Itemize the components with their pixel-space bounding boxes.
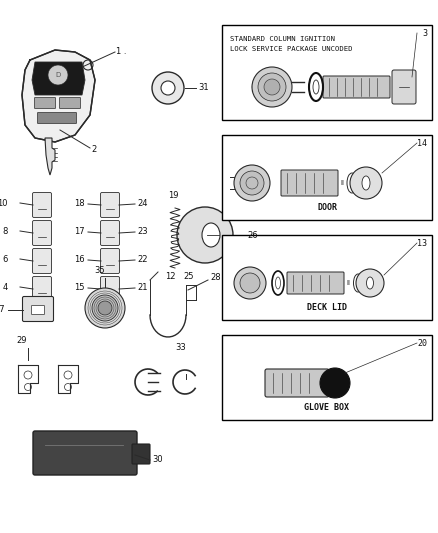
FancyBboxPatch shape [32, 248, 52, 273]
Circle shape [152, 72, 184, 104]
FancyBboxPatch shape [392, 70, 416, 104]
Bar [222, 135, 432, 220]
FancyBboxPatch shape [281, 170, 338, 196]
FancyBboxPatch shape [100, 192, 120, 217]
Polygon shape [45, 138, 55, 175]
Circle shape [85, 288, 125, 328]
FancyBboxPatch shape [100, 277, 120, 302]
Circle shape [350, 167, 382, 199]
Circle shape [264, 79, 280, 95]
FancyBboxPatch shape [32, 277, 52, 302]
Circle shape [98, 301, 112, 315]
Text: 28: 28 [210, 273, 221, 282]
Text: 35: 35 [95, 266, 105, 275]
Text: 22: 22 [137, 255, 148, 264]
FancyBboxPatch shape [38, 112, 77, 124]
Ellipse shape [309, 73, 323, 101]
Text: 27: 27 [0, 305, 5, 314]
Ellipse shape [202, 223, 220, 247]
Text: DECK LID: DECK LID [307, 303, 347, 312]
Circle shape [320, 368, 350, 398]
Bar [222, 235, 432, 320]
Circle shape [92, 295, 118, 321]
Text: 25: 25 [183, 272, 194, 281]
Text: 16: 16 [74, 255, 85, 264]
Text: 18: 18 [74, 199, 85, 208]
Ellipse shape [276, 277, 280, 289]
Text: DOOR: DOOR [317, 204, 337, 213]
Polygon shape [22, 50, 95, 142]
Ellipse shape [362, 176, 370, 190]
FancyBboxPatch shape [33, 431, 137, 475]
Text: 15: 15 [74, 284, 85, 293]
Circle shape [177, 207, 233, 263]
Text: 19: 19 [168, 190, 179, 199]
FancyBboxPatch shape [100, 248, 120, 273]
Bar [222, 335, 432, 420]
FancyBboxPatch shape [323, 76, 390, 98]
FancyBboxPatch shape [287, 272, 344, 294]
Ellipse shape [272, 271, 284, 295]
Text: STANDARD COLUMN IGNITION: STANDARD COLUMN IGNITION [230, 36, 335, 42]
Text: 4: 4 [3, 282, 8, 292]
Text: 30: 30 [152, 456, 162, 464]
Text: 21: 21 [137, 284, 148, 293]
Text: 2: 2 [91, 146, 96, 155]
Text: 29: 29 [17, 336, 27, 345]
Text: 23: 23 [137, 228, 148, 237]
Text: 13: 13 [417, 238, 427, 247]
FancyBboxPatch shape [60, 98, 81, 109]
Text: 26: 26 [247, 230, 258, 239]
Ellipse shape [347, 173, 357, 193]
FancyBboxPatch shape [32, 221, 52, 246]
Ellipse shape [353, 274, 363, 292]
Text: 33: 33 [176, 343, 187, 352]
FancyBboxPatch shape [32, 192, 52, 217]
Text: II: II [346, 280, 350, 286]
Circle shape [356, 269, 384, 297]
FancyBboxPatch shape [35, 98, 56, 109]
Text: 10: 10 [0, 198, 8, 207]
FancyBboxPatch shape [100, 221, 120, 246]
Circle shape [258, 73, 286, 101]
Text: 12: 12 [165, 272, 175, 281]
Circle shape [48, 65, 68, 85]
Circle shape [240, 171, 264, 195]
Text: 1 .: 1 . [116, 47, 127, 56]
Circle shape [240, 273, 260, 293]
Text: LOCK SERVICE PACKAGE UNCODED: LOCK SERVICE PACKAGE UNCODED [230, 46, 353, 52]
FancyBboxPatch shape [22, 296, 53, 321]
Text: GLOVE BOX: GLOVE BOX [304, 403, 350, 413]
Ellipse shape [367, 277, 374, 289]
Ellipse shape [313, 80, 319, 94]
Text: 8: 8 [3, 227, 8, 236]
Text: 20: 20 [417, 338, 427, 348]
Circle shape [161, 81, 175, 95]
Text: 24: 24 [137, 199, 148, 208]
Circle shape [252, 67, 292, 107]
Circle shape [234, 267, 266, 299]
Text: 6: 6 [3, 254, 8, 263]
Circle shape [234, 165, 270, 201]
Bar [222, 25, 432, 120]
Polygon shape [32, 62, 85, 95]
FancyBboxPatch shape [132, 444, 150, 464]
Text: 3: 3 [422, 28, 427, 37]
Text: 14: 14 [417, 139, 427, 148]
FancyBboxPatch shape [32, 305, 45, 314]
Text: II: II [340, 180, 344, 186]
Text: 31: 31 [198, 84, 208, 93]
Text: 17: 17 [74, 228, 85, 237]
FancyBboxPatch shape [265, 369, 329, 397]
Text: D: D [55, 72, 60, 78]
